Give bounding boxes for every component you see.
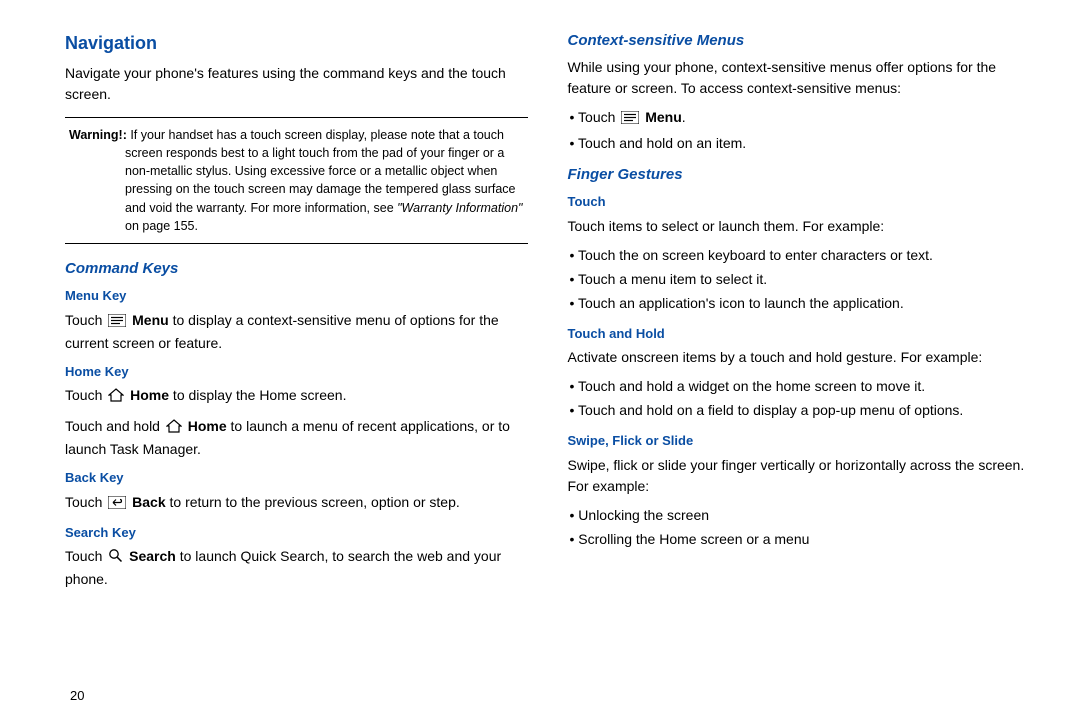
home-icon-2: [166, 418, 182, 439]
menu-icon-2: [621, 109, 639, 130]
warning-body: Warning!: If your handset has a touch sc…: [69, 126, 524, 235]
menu-key-pre: Touch: [65, 312, 106, 328]
home-key-l1-pre: Touch: [65, 387, 106, 403]
home-icon: [108, 387, 124, 408]
home-key-line1: Touch Home to display the Home screen.: [65, 385, 528, 408]
home-key-l1-bold: Home: [130, 387, 169, 403]
context-b1-pre: Touch: [578, 109, 619, 125]
touch-b2: Touch a menu item to select it.: [570, 269, 1031, 290]
context-b2: Touch and hold on an item.: [570, 133, 1031, 154]
touch-b1: Touch the on screen keyboard to enter ch…: [570, 245, 1031, 266]
heading-home-key: Home Key: [65, 362, 528, 382]
right-column: Context-sensitive Menus While using your…: [568, 30, 1031, 598]
home-key-l2-bold: Home: [188, 418, 227, 434]
home-key-line2: Touch and hold Home to launch a menu of …: [65, 416, 528, 460]
touch-b3: Touch an application's icon to launch th…: [570, 293, 1031, 314]
heading-menu-key: Menu Key: [65, 286, 528, 306]
menu-key-post: to display a context-sensitive menu of o…: [65, 312, 499, 351]
context-b1-bold: Menu: [645, 109, 682, 125]
heading-finger-gestures: Finger Gestures: [568, 164, 1031, 187]
heading-touch-hold: Touch and Hold: [568, 324, 1031, 344]
warning-italic: "Warranty Information": [397, 201, 522, 215]
context-b1: Touch Menu.: [570, 107, 1031, 130]
touch-intro: Touch items to select or launch them. Fo…: [568, 216, 1031, 237]
back-key-pre: Touch: [65, 494, 106, 510]
touch-bullets: Touch the on screen keyboard to enter ch…: [568, 245, 1031, 314]
swipe-b1: Unlocking the screen: [570, 505, 1031, 526]
search-key-bold: Search: [129, 548, 176, 564]
search-icon: [108, 548, 123, 569]
heading-swipe: Swipe, Flick or Slide: [568, 431, 1031, 451]
nav-intro: Navigate your phone's features using the…: [65, 63, 528, 105]
page-columns: Navigation Navigate your phone's feature…: [65, 30, 1030, 598]
heading-touch: Touch: [568, 192, 1031, 212]
swipe-b2: Scrolling the Home screen or a menu: [570, 529, 1031, 550]
warning-label: Warning!:: [69, 128, 127, 142]
menu-icon: [108, 312, 126, 333]
swipe-intro: Swipe, flick or slide your finger vertic…: [568, 455, 1031, 497]
home-key-l1-post: to display the Home screen.: [169, 387, 346, 403]
hold-b2: Touch and hold on a field to display a p…: [570, 400, 1031, 421]
page-number: 20: [70, 686, 84, 706]
heading-context-menus: Context-sensitive Menus: [568, 30, 1031, 53]
hold-bullets: Touch and hold a widget on the home scre…: [568, 376, 1031, 421]
context-b1-post: .: [682, 109, 686, 125]
heading-command-keys: Command Keys: [65, 258, 528, 281]
back-key-post: to return to the previous screen, option…: [166, 494, 460, 510]
warning-text-b: on page 155.: [125, 219, 198, 233]
back-key-bold: Back: [132, 494, 165, 510]
heading-back-key: Back Key: [65, 468, 528, 488]
warning-box: Warning!: If your handset has a touch sc…: [65, 117, 528, 244]
context-intro: While using your phone, context-sensitiv…: [568, 57, 1031, 99]
back-key-text: Touch Back to return to the previous scr…: [65, 492, 528, 515]
back-icon: [108, 494, 126, 515]
home-key-l2-pre: Touch and hold: [65, 418, 164, 434]
context-bullets: Touch Menu. Touch and hold on an item.: [568, 107, 1031, 154]
swipe-bullets: Unlocking the screen Scrolling the Home …: [568, 505, 1031, 550]
search-key-pre: Touch: [65, 548, 106, 564]
hold-intro: Activate onscreen items by a touch and h…: [568, 347, 1031, 368]
menu-key-text: Touch Menu to display a context-sensitiv…: [65, 310, 528, 354]
menu-key-bold: Menu: [132, 312, 169, 328]
heading-search-key: Search Key: [65, 523, 528, 543]
heading-navigation: Navigation: [65, 30, 528, 57]
left-column: Navigation Navigate your phone's feature…: [65, 30, 528, 598]
search-key-text: Touch Search to launch Quick Search, to …: [65, 546, 528, 590]
hold-b1: Touch and hold a widget on the home scre…: [570, 376, 1031, 397]
